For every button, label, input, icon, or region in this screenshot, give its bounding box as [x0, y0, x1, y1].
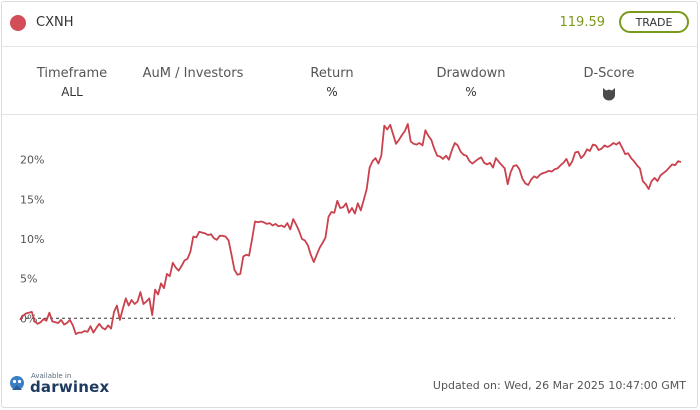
- stat-dscore-label: D-Score: [583, 66, 635, 81]
- widget-header: CXNH 119.59 TRADE: [2, 2, 697, 47]
- stat-timeframe-label: Timeframe: [36, 66, 108, 81]
- stat-aum-label: AuM / Investors: [142, 66, 244, 81]
- darwinex-logo-icon: [10, 376, 24, 390]
- current-price: 119.59: [559, 15, 606, 30]
- equity-chart: 0%5%10%15%20%: [19, 123, 682, 335]
- ticker-symbol: CXNH: [36, 15, 74, 30]
- stat-return-value: %: [326, 85, 338, 99]
- stat-timeframe-value: ALL: [61, 85, 83, 99]
- stat-drawdown-label: Drawdown: [436, 66, 506, 81]
- available-in-text: Available in: [31, 372, 72, 380]
- y-tick-label: 10%: [20, 233, 44, 246]
- y-axis: 0%5%10%15%20%: [20, 154, 44, 326]
- stat-return: Return %: [262, 65, 402, 101]
- stat-return-label: Return: [310, 66, 354, 81]
- stats-bar: Timeframe ALL AuM / Investors Return % D…: [2, 47, 697, 115]
- stat-drawdown: Drawdown %: [401, 65, 541, 101]
- stat-drawdown-value: %: [465, 85, 477, 99]
- y-tick-label: 20%: [20, 154, 44, 167]
- stat-aum: AuM / Investors: [123, 65, 263, 83]
- return-series-line: [19, 123, 682, 335]
- dscore-badge-icon: [603, 88, 615, 101]
- updated-timestamp: Updated on: Wed, 26 Mar 2025 10:47:00 GM…: [432, 379, 686, 392]
- stat-dscore: D-Score: [539, 65, 679, 106]
- y-tick-label: 5%: [20, 273, 37, 286]
- y-tick-label: 15%: [20, 193, 44, 206]
- brand-name: darwinex: [30, 378, 110, 396]
- trade-button[interactable]: TRADE: [619, 11, 689, 33]
- status-dot-icon: [10, 15, 26, 31]
- stat-timeframe[interactable]: Timeframe ALL: [2, 65, 142, 101]
